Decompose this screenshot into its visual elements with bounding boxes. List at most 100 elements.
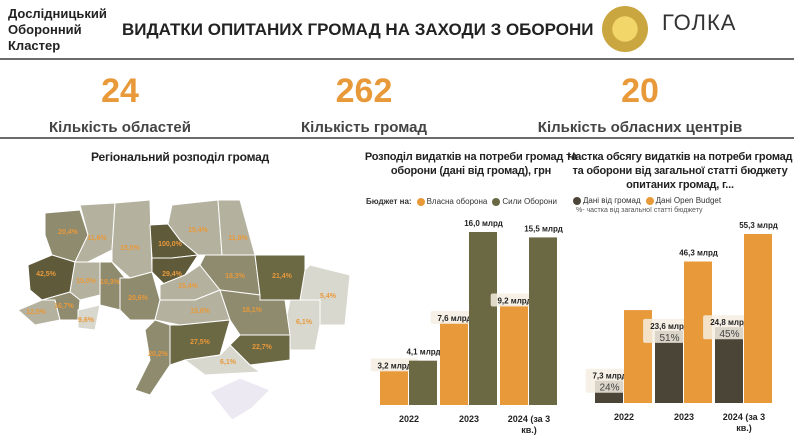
data-label: 4,1 млрд (406, 348, 440, 357)
region-label: 6,1% (220, 359, 237, 366)
seal-logo (602, 6, 648, 52)
label-bg (703, 315, 756, 340)
label-bg (490, 293, 539, 307)
x-tick-label: 2022 (614, 412, 634, 422)
bar (500, 305, 528, 405)
map-region (219, 289, 291, 336)
chart1-title: Розподіл видатків на потреби громад та о… (364, 151, 578, 177)
data-label: 46,3 млрд (679, 249, 718, 258)
x-tick-label: 2023 (674, 412, 694, 422)
x-tick-label: кв.) (521, 425, 537, 435)
chart1: 3,2 млрд 4,1 млрд 2022 7,6 млрд 16,0 млрд 202… (370, 219, 563, 435)
region-label: 10,3% (100, 279, 121, 286)
data-label: 55,3 млрд (739, 221, 778, 230)
map-region (111, 199, 153, 279)
map-title: Регіональний розподіл громад (90, 150, 269, 164)
legend-item: Сили Оборони (492, 197, 557, 206)
legend-dot-icon (492, 197, 501, 206)
label-bg (430, 310, 479, 324)
x-tick-label: 2024 (за 3 (723, 412, 765, 422)
kpi-value: 24 (101, 72, 139, 110)
kpi-label: Кількість областей (48, 119, 191, 136)
data-label: 7,3 млрд (592, 372, 626, 381)
pct-label: 24% (599, 383, 619, 394)
kpi-value: 20 (621, 72, 659, 110)
divider (0, 58, 794, 60)
chart2: 7,3 млрд 24% 2022 23,6 млрд 51% 46,3 млрд 2023… (585, 221, 778, 433)
kpi-regions: 24 Кількість областей (0, 72, 240, 136)
map-region (183, 344, 262, 376)
map-region (77, 304, 101, 331)
region-label: 22,7% (252, 344, 273, 351)
data-label: 24,8 млрд (710, 318, 749, 327)
legend-dot-icon (573, 196, 581, 205)
bar (440, 322, 468, 405)
region-label: 9,6% (78, 317, 95, 324)
legend-title: Бюджет на: (366, 197, 412, 206)
region-label: 18,3% (225, 273, 246, 280)
label-bg (370, 358, 419, 372)
region-label: 12,5% (26, 309, 47, 316)
map-region (229, 334, 291, 366)
map-region (209, 377, 271, 421)
legend-label: Дані Open Budget (655, 196, 722, 205)
x-tick-label: 2022 (399, 414, 419, 424)
region-label: 21,4% (272, 273, 293, 280)
data-label: 3,2 млрд (377, 361, 411, 370)
region-label: 29,4% (162, 271, 183, 278)
pct-label: 45% (719, 329, 739, 340)
bar (469, 232, 497, 405)
region-label: 11,6% (87, 235, 107, 242)
bar (715, 327, 743, 403)
region-label: 15,4% (178, 283, 199, 290)
map-region (69, 261, 101, 301)
org-name: Дослідницький Оборонний Кластер (8, 6, 107, 53)
legend-label: Дані від громад (583, 196, 641, 205)
region-label: 27,5% (190, 339, 211, 346)
ukraine-map: 20,4% 11,6% 15,0% 100,0% 29,4% 15,4% 11,8% 42,5… (17, 199, 351, 421)
data-label: 16,0 млрд (464, 219, 503, 228)
data-label: 23,6 млрд (650, 322, 689, 331)
region-label: 20,4% (58, 229, 79, 236)
x-tick-label: кв.) (736, 423, 752, 433)
x-tick-label: 2023 (459, 414, 479, 424)
bar (380, 370, 408, 405)
data-label: 7,6 млрд (437, 314, 471, 323)
region-label: 5,4% (320, 293, 337, 300)
divider (0, 137, 794, 139)
region-label: 18,1% (242, 307, 263, 314)
legend-label: Власна оборона (426, 197, 488, 206)
region-label: 15,4% (188, 227, 209, 234)
map-region (217, 199, 256, 256)
data-label: 15,5 млрд (524, 224, 563, 233)
legend-dot-icon (416, 197, 425, 206)
legend-label: Сили Оборони (502, 197, 558, 206)
golka-logo: ГОЛКА (662, 10, 737, 35)
page-title: ВИДАТКИ ОПИТАНИХ ГРОМАД НА ЗАХОДИ З ОБОР… (122, 20, 594, 39)
bar (655, 330, 683, 403)
legend-dot-icon (645, 196, 654, 205)
x-tick-label: 2024 (за 3 (508, 414, 550, 424)
region-label: 11,8% (228, 235, 248, 242)
region-label: 15,0% (120, 245, 141, 252)
label-bg (585, 368, 634, 393)
region-label: 15,0% (190, 308, 211, 315)
pct-label: 51% (659, 333, 679, 344)
kpi-label: Кількість обласних центрів (537, 119, 743, 136)
chart1-legend: Бюджет на: Власна оборона Сили Оборони (366, 197, 557, 206)
chart2-legend: Дані від громад Дані Open Budget (573, 196, 721, 205)
kpi-centers: 20 Кількість обласних центрів (520, 72, 760, 136)
region-label: 20,6% (128, 295, 149, 302)
bar (409, 360, 437, 405)
region-label: 6,1% (296, 319, 313, 326)
kpi-communities: 262 Кількість громад (244, 72, 484, 136)
data-label: 9,2 млрд (497, 297, 531, 306)
legend-item: Власна оборона (416, 197, 488, 206)
kpi-value: 262 (335, 72, 393, 110)
legend-item: Дані Open Budget (645, 196, 722, 205)
chart2-title: Частка обсягу видатків на потреби громад… (567, 151, 793, 191)
region-label: 42,5% (36, 271, 57, 278)
region-label: 16,7% (54, 303, 75, 310)
label-bg (643, 318, 696, 343)
chart2-note: %- частка від загальної статті бюджету (576, 207, 703, 214)
